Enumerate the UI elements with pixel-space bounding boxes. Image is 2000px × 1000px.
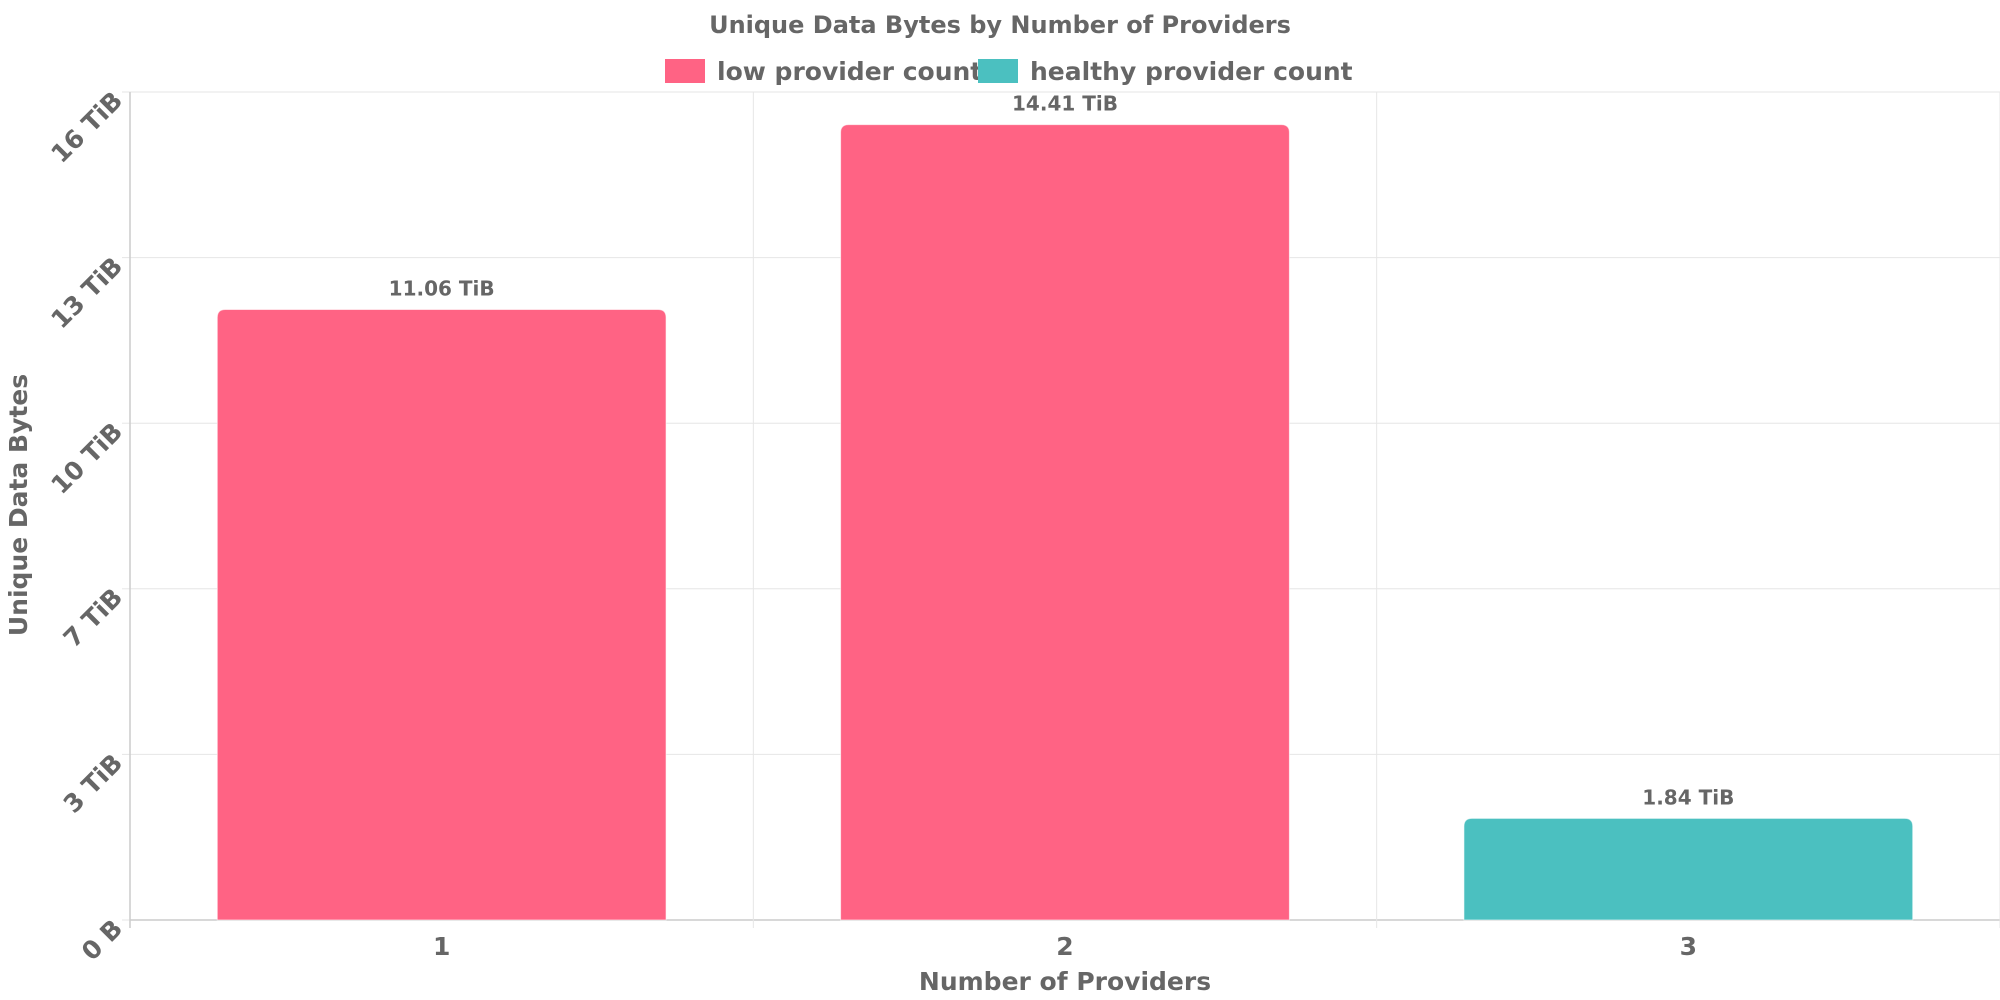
y-tick-label-4: 13 TiB: [45, 251, 128, 334]
x-tick-label-3: 3: [1680, 932, 1697, 961]
chart-data-labels: 11.06 TiB 14.41 TiB 1.84 TiB: [389, 92, 1735, 810]
legend-swatch-2: [978, 59, 1018, 83]
y-tick-label-3: 10 TiB: [45, 417, 128, 500]
legend-label-1[interactable]: low provider count: [717, 57, 982, 86]
data-label-2: 14.41 TiB: [1012, 92, 1118, 116]
chart-title: Unique Data Bytes by Number of Providers: [709, 11, 1291, 39]
chart-legend: low provider count healthy provider count: [665, 57, 1353, 86]
y-axis-ticks: 0 B 3 TiB 7 TiB 10 TiB 13 TiB 16 TiB: [45, 86, 128, 966]
data-label-3: 1.84 TiB: [1642, 785, 1734, 809]
bar-3[interactable]: [1463, 817, 1914, 921]
y-tick-label-1: 3 TiB: [58, 748, 129, 819]
legend-label-2[interactable]: healthy provider count: [1030, 57, 1353, 86]
y-axis-label: Unique Data Bytes: [4, 374, 33, 636]
x-tick-label-1: 1: [433, 932, 450, 961]
y-tick-label-0: 0 B: [76, 914, 128, 966]
legend-swatch-1: [665, 59, 705, 83]
x-axis-label: Number of Providers: [919, 967, 1211, 996]
data-label-1: 11.06 TiB: [389, 276, 495, 300]
x-tick-label-2: 2: [1056, 932, 1073, 961]
y-tick-label-2: 7 TiB: [58, 583, 129, 654]
bar-2[interactable]: [840, 124, 1290, 921]
y-tick-label-5: 16 TiB: [45, 86, 128, 169]
chart-bars: [216, 124, 1914, 921]
x-axis-ticks: 1 2 3: [433, 932, 1697, 961]
bar-1[interactable]: [216, 308, 667, 921]
